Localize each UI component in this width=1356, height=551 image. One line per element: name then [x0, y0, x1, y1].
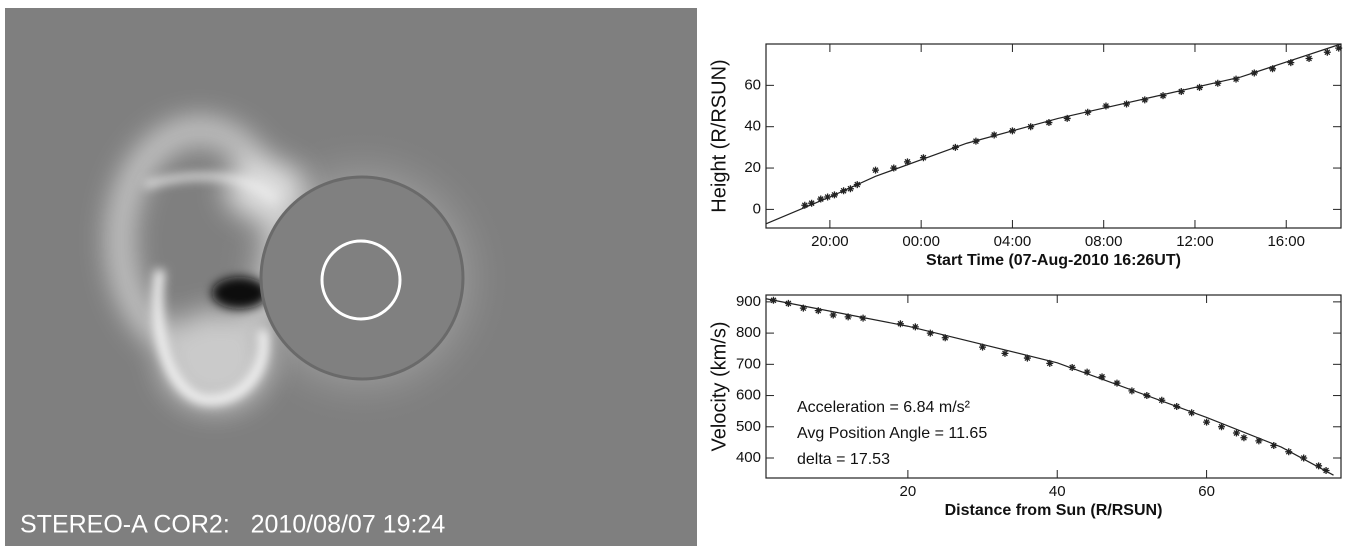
x-axis-label: Start Time (07-Aug-2010 16:26UT)	[926, 252, 1181, 269]
data-point	[1177, 88, 1185, 96]
data-point	[1098, 373, 1106, 381]
data-point	[1068, 363, 1076, 371]
coronagraph-image: STEREO-A COR2: 2010/08/07 19:24	[5, 8, 697, 546]
y-tick-label: 20	[744, 159, 761, 176]
data-point	[1158, 396, 1166, 404]
data-point	[1214, 79, 1222, 87]
data-point	[896, 320, 904, 328]
y-tick-label: 800	[736, 324, 761, 341]
data-point	[1027, 123, 1035, 131]
data-point	[890, 164, 898, 172]
data-point	[1232, 75, 1240, 83]
plot-frame	[765, 294, 1342, 479]
data-point	[1113, 379, 1121, 387]
x-tick-label: 04:00	[994, 233, 1032, 250]
data-point	[1335, 44, 1343, 52]
data-point	[1287, 59, 1295, 67]
data-point	[1128, 387, 1136, 395]
data-point	[911, 323, 919, 331]
data-point	[1305, 54, 1313, 62]
y-tick-label: 900	[736, 293, 761, 310]
data-point	[824, 193, 832, 201]
data-point	[990, 131, 998, 139]
data-point	[829, 311, 837, 319]
data-point	[1203, 418, 1211, 426]
data-point	[1141, 96, 1149, 104]
data-point	[799, 304, 807, 312]
x-tick-label: 20:00	[811, 233, 849, 250]
y-tick-label: 400	[736, 449, 761, 466]
data-point	[1159, 92, 1167, 100]
data-point	[1300, 454, 1308, 462]
x-tick-label: 08:00	[1085, 233, 1123, 250]
x-tick-label: 20	[900, 483, 917, 500]
x-tick-label: 60	[1198, 483, 1215, 500]
y-axis-label: Height (R/RSUN)	[708, 59, 730, 212]
y-axis-label: Velocity (km/s)	[708, 321, 730, 451]
x-tick-label: 12:00	[1176, 233, 1214, 250]
data-point	[814, 307, 822, 315]
y-tick-label: 0	[753, 200, 761, 217]
data-point	[801, 201, 809, 209]
data-point	[903, 158, 911, 166]
x-axis-label: Distance from Sun (R/RSUN)	[945, 502, 1163, 519]
fit-line	[765, 43, 1342, 225]
data-point	[1001, 349, 1009, 357]
data-point	[846, 185, 854, 193]
y-tick-label: 700	[736, 355, 761, 372]
data-point	[1083, 368, 1091, 376]
image-caption: STEREO-A COR2: 2010/08/07 19:24	[20, 511, 445, 539]
data-point	[941, 334, 949, 342]
data-point	[1315, 462, 1323, 470]
data-point	[1123, 100, 1131, 108]
data-point	[1270, 442, 1278, 450]
data-point	[844, 313, 852, 321]
data-point	[1323, 48, 1331, 56]
data-point	[919, 154, 927, 162]
annotation: Avg Position Angle = 11.65	[797, 425, 987, 442]
data-point	[1196, 83, 1204, 91]
data-point	[1046, 359, 1054, 367]
data-point	[1255, 437, 1263, 445]
data-point	[1102, 102, 1110, 110]
data-point	[1023, 354, 1031, 362]
x-tick-label: 40	[1049, 483, 1066, 500]
data-point	[1045, 119, 1053, 127]
x-tick-label: 00:00	[902, 233, 940, 250]
data-point	[872, 166, 880, 174]
annotation: delta = 17.53	[797, 451, 890, 468]
fit-line	[765, 298, 1334, 476]
data-point	[1218, 423, 1226, 431]
data-point	[979, 343, 987, 351]
y-tick-label: 60	[744, 76, 761, 93]
y-tick-label: 500	[736, 418, 761, 435]
plot-frame	[765, 43, 1342, 229]
annotation: Acceleration = 6.84 m/s²	[797, 399, 971, 416]
data-point	[1269, 65, 1277, 73]
data-point	[808, 199, 816, 207]
x-tick-label: 16:00	[1267, 233, 1305, 250]
data-point	[1232, 429, 1240, 437]
data-point	[1188, 409, 1196, 417]
y-tick-label: 600	[736, 387, 761, 404]
data-point	[926, 329, 934, 337]
data-point	[1240, 434, 1248, 442]
data-point	[817, 195, 825, 203]
y-tick-label: 40	[744, 118, 761, 135]
data-point	[1063, 114, 1071, 122]
